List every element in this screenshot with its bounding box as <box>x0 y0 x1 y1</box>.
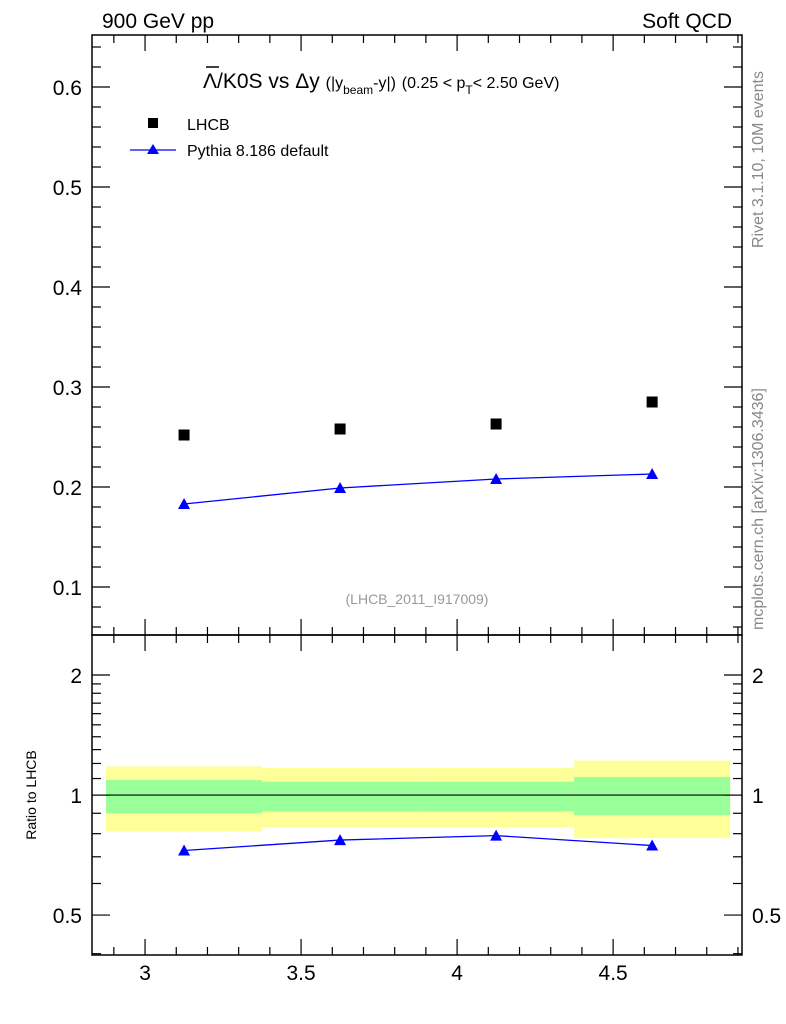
ratio-frame <box>91 634 743 956</box>
lhcb-point <box>178 429 190 441</box>
pythia-point <box>334 482 347 493</box>
header-right: Soft QCD <box>642 10 732 33</box>
pythia-line <box>183 473 653 505</box>
x-tick-label: 4.5 <box>599 962 628 985</box>
y-tick-label: 0.6 <box>53 77 82 100</box>
analysis-id: (LHCB_2011_I917009) <box>346 591 489 607</box>
y-tick-label: 0.4 <box>53 277 83 300</box>
legend-triangle-icon <box>147 144 159 154</box>
ratio-point <box>490 829 503 841</box>
ratio-point <box>334 834 347 846</box>
ratio-point <box>178 844 191 856</box>
ratio-point <box>646 839 659 851</box>
x-tick-label: 3.5 <box>286 962 315 985</box>
ratio-y-tick-label-right: 1 <box>752 785 764 808</box>
y-tick-label: 0.3 <box>53 377 82 400</box>
ratio-y-tick-label-right: 2 <box>752 665 764 688</box>
pythia-point <box>646 468 659 479</box>
side-label-mcplots: mcplots.cern.ch [arXiv:1306.3436] <box>750 388 767 630</box>
band-1sigma <box>262 781 419 812</box>
band-1sigma <box>574 776 731 816</box>
header-left: 900 GeV pp <box>102 10 214 33</box>
side-label-rivet: Rivet 3.1.10, 10M events <box>750 71 767 248</box>
y-tick-label: 0.5 <box>53 177 82 200</box>
pythia-point <box>178 498 191 509</box>
ratio-y-tick-label: 1 <box>70 785 82 808</box>
legend-label-lhcb: LHCB <box>187 117 230 134</box>
y-tick-label: 0.2 <box>53 477 82 500</box>
legend-square-icon <box>148 118 158 128</box>
x-tick-label: 3 <box>139 962 151 985</box>
lhcb-point <box>334 423 346 435</box>
pythia-point <box>490 473 503 484</box>
legend-label-pythia: Pythia 8.186 default <box>187 143 329 160</box>
band-1sigma <box>106 780 263 814</box>
lhcb-point <box>490 418 502 430</box>
y-tick-label: 0.1 <box>53 577 82 600</box>
ratio-ylabel: Ratio to LHCB <box>23 750 39 839</box>
ratio-line <box>184 834 653 852</box>
ratio-y-tick-label-right: 0.5 <box>752 905 781 928</box>
chart-title: Λ/K0S vs Δy (|ybeam-y|) (0.25 < pT< 2.50… <box>203 70 559 97</box>
lhcb-point <box>646 396 658 408</box>
ratio-y-tick-label: 2 <box>70 665 82 688</box>
x-tick-label: 4 <box>451 962 463 985</box>
band-1sigma <box>418 781 575 812</box>
ratio-y-tick-label: 0.5 <box>53 905 82 928</box>
